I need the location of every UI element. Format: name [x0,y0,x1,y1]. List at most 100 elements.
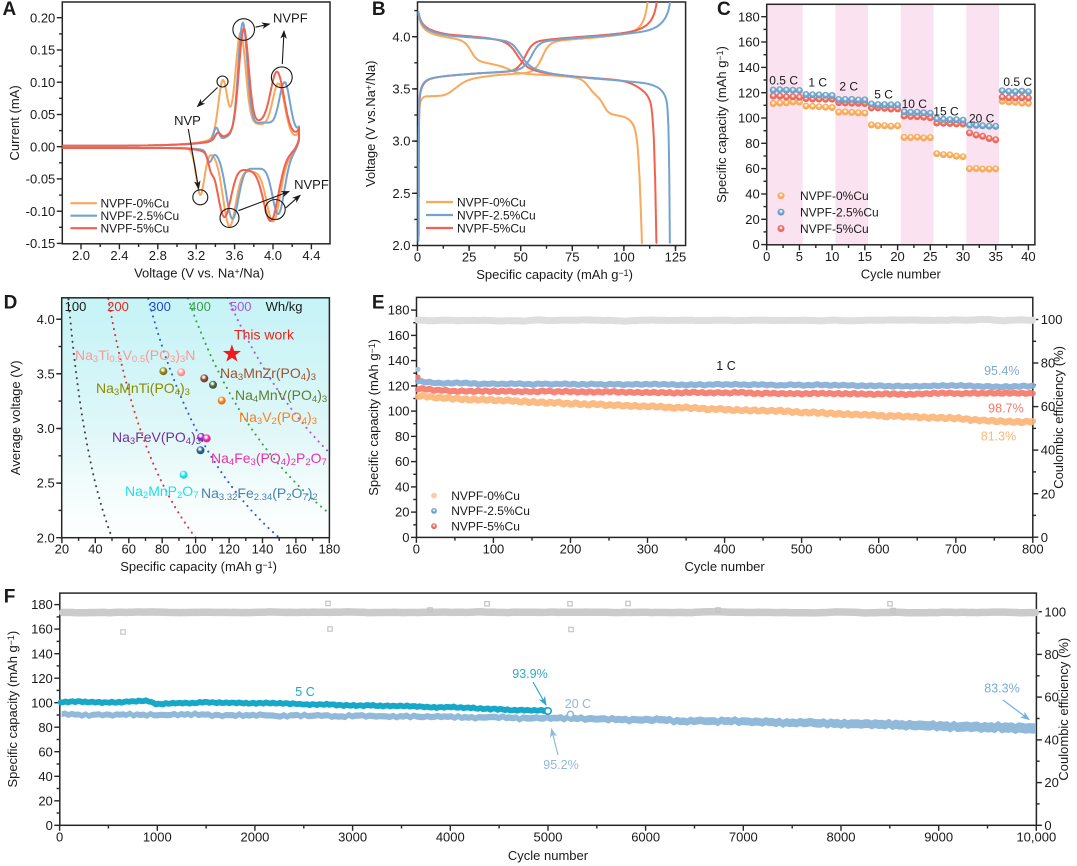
svg-text:Na4MnV(PO4)3: Na4MnV(PO4)3 [235,387,327,405]
svg-text:40: 40 [395,479,409,494]
svg-text:80: 80 [745,136,759,151]
svg-text:0: 0 [763,249,770,264]
svg-text:NVPF-2.5%Cu: NVPF-2.5%Cu [800,205,879,219]
svg-text:2.5: 2.5 [392,186,410,201]
svg-text:60: 60 [122,542,136,557]
svg-text:80: 80 [1041,356,1055,371]
svg-text:A: A [3,0,17,20]
svg-text:120: 120 [218,542,240,557]
svg-text:4.0: 4.0 [392,29,410,44]
svg-text:80: 80 [1044,647,1058,662]
svg-text:20: 20 [1044,775,1058,790]
svg-text:3.5: 3.5 [37,366,55,381]
svg-text:9000: 9000 [924,829,953,844]
svg-text:60: 60 [1041,399,1055,414]
svg-text:NVPF: NVPF [273,11,308,26]
svg-text:40: 40 [1021,249,1035,264]
svg-text:20: 20 [745,212,759,227]
svg-text:0.20: 0.20 [30,10,55,25]
svg-text:400: 400 [189,299,211,314]
svg-text:100: 100 [65,299,87,314]
svg-text:Cycle number: Cycle number [508,848,589,863]
svg-text:Voltage (V vs. Na+/Na): Voltage (V vs. Na+/Na) [134,265,264,280]
svg-text:0: 0 [1041,530,1048,545]
svg-text:2.8: 2.8 [149,248,167,263]
svg-text:0.5 C: 0.5 C [1003,75,1032,89]
svg-text:3.0: 3.0 [37,421,55,436]
svg-text:B: B [372,0,386,20]
svg-text:81.3%: 81.3% [981,429,1016,443]
svg-text:8000: 8000 [827,829,856,844]
svg-text:2.5: 2.5 [37,476,55,491]
svg-text:0: 0 [402,530,409,545]
svg-text:3.2: 3.2 [187,248,205,263]
svg-text:100: 100 [1041,312,1063,327]
svg-text:-0.15: -0.15 [26,236,56,251]
svg-text:180: 180 [388,303,410,318]
svg-text:20: 20 [38,793,52,808]
svg-text:200: 200 [107,299,129,314]
svg-text:20: 20 [55,542,69,557]
svg-text:2000: 2000 [240,829,269,844]
svg-text:Current (mA): Current (mA) [7,85,22,160]
svg-text:125: 125 [665,250,687,265]
svg-text:400: 400 [714,541,736,556]
svg-text:Cycle number: Cycle number [861,266,942,281]
svg-text:NVPF: NVPF [294,177,329,192]
svg-text:2.0: 2.0 [37,530,55,545]
svg-text:4000: 4000 [436,829,465,844]
svg-text:40: 40 [38,769,52,784]
svg-text:-0.10: -0.10 [26,204,56,219]
svg-text:NVPF-2.5%Cu: NVPF-2.5%Cu [101,209,180,223]
svg-text:2.0: 2.0 [72,248,90,263]
svg-text:5 C: 5 C [874,88,893,102]
svg-text:E: E [372,292,385,313]
svg-text:160: 160 [31,622,53,637]
svg-text:180: 180 [31,597,53,612]
svg-text:100: 100 [613,250,635,265]
svg-text:140: 140 [388,353,410,368]
svg-text:93.9%: 93.9% [512,667,547,681]
svg-text:Coulombic efficiency (%): Coulombic efficiency (%) [1051,346,1066,489]
svg-text:100: 100 [388,404,410,419]
svg-text:140: 140 [31,646,53,661]
svg-text:Coulombic efficiency (%): Coulombic efficiency (%) [1056,638,1071,781]
svg-text:0: 0 [413,541,420,556]
svg-text:Specific capacity (mAh g−1): Specific capacity (mAh g−1) [5,631,20,788]
svg-text:1000: 1000 [143,829,172,844]
svg-text:20: 20 [1041,486,1055,501]
svg-text:300: 300 [637,541,659,556]
svg-text:0: 0 [752,237,759,252]
svg-text:200: 200 [560,541,582,556]
svg-text:83.3%: 83.3% [984,682,1019,696]
svg-text:Average voltage (V): Average voltage (V) [8,360,23,475]
svg-text:0.05: 0.05 [30,107,55,122]
svg-text:1 C: 1 C [716,359,735,373]
svg-text:0.5 C: 0.5 C [769,74,798,88]
svg-text:40: 40 [1041,443,1055,458]
svg-text:100: 100 [31,695,53,710]
svg-text:Na3Ti0.5V0.5(PO3)3N: Na3Ti0.5V0.5(PO3)3N [75,347,195,365]
svg-text:10,000: 10,000 [1016,829,1056,844]
svg-text:NVPF-5%Cu: NVPF-5%Cu [457,221,526,235]
svg-text:-0.05: -0.05 [26,172,56,187]
svg-text:NVPF-2.5%Cu: NVPF-2.5%Cu [451,504,530,518]
svg-text:3.0: 3.0 [392,134,410,149]
svg-text:40: 40 [1044,732,1058,747]
svg-text:4.4: 4.4 [302,248,320,263]
svg-text:3000: 3000 [338,829,367,844]
svg-text:10 C: 10 C [902,97,928,111]
svg-text:4.0: 4.0 [264,248,282,263]
svg-text:60: 60 [395,454,409,469]
svg-text:0: 0 [1044,818,1051,833]
svg-text:60: 60 [1044,690,1058,705]
svg-text:25: 25 [462,250,476,265]
svg-text:Wh/kg: Wh/kg [266,299,303,314]
svg-text:0: 0 [56,829,63,844]
svg-text:0.15: 0.15 [30,43,55,58]
svg-text:140: 140 [738,60,760,75]
svg-text:3.6: 3.6 [226,248,244,263]
svg-text:100: 100 [1044,604,1066,619]
svg-text:0.00: 0.00 [30,139,55,154]
svg-text:Na3FeV(PO4)3: Na3FeV(PO4)3 [112,429,201,447]
